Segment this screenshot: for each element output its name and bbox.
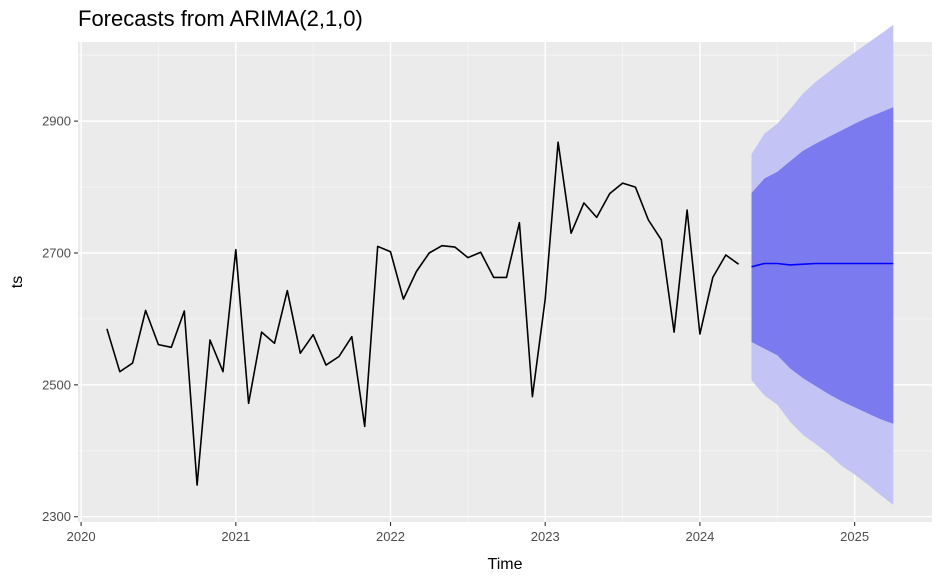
observed-series-line	[106, 141, 740, 486]
y-tick-label: 2900	[42, 114, 71, 129]
x-axis-title: Time	[488, 556, 523, 573]
forecast-mean-line	[751, 262, 894, 268]
x-tick-label: 2022	[376, 529, 405, 544]
x-tick-label: 2020	[67, 529, 96, 544]
y-tick-label: 2700	[42, 245, 71, 260]
y-tick-label: 2300	[42, 509, 71, 524]
series-lines	[106, 141, 894, 486]
prediction-intervals	[751, 24, 894, 505]
x-tick-label: 2024	[685, 529, 714, 544]
x-tick-label: 2021	[221, 529, 250, 544]
y-axis: 2300 2500 2700 2900	[42, 114, 78, 524]
x-tick-label: 2023	[531, 529, 560, 544]
x-tick-label: 2025	[840, 529, 869, 544]
band-80	[751, 107, 894, 424]
x-axis: 2020 2021 2022 2023 2024 2025	[67, 522, 869, 544]
y-tick-label: 2500	[42, 377, 71, 392]
y-axis-title: ts	[9, 276, 26, 288]
chart-title: Forecasts from ARIMA(2,1,0)	[78, 6, 363, 31]
